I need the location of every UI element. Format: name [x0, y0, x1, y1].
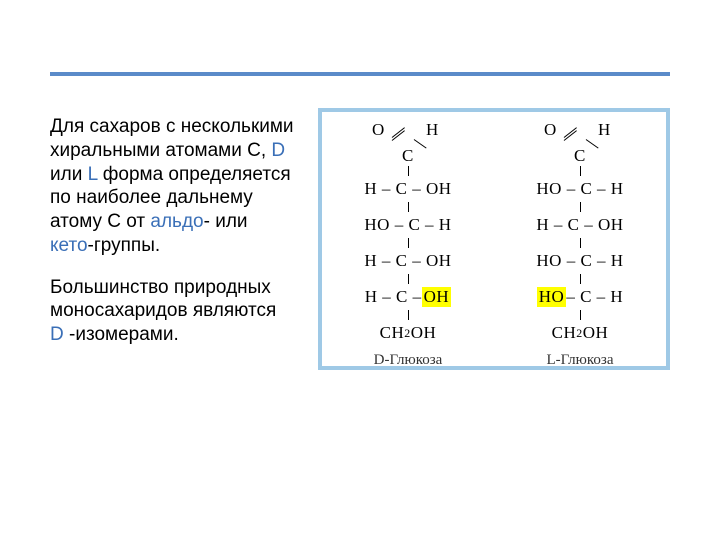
terminal-group: CH2OH [500, 320, 660, 346]
molecule-caption: L-Глюкоза [500, 352, 660, 369]
single-bond [414, 139, 427, 148]
highlight-oh: OH [422, 287, 452, 307]
vertical-bond [328, 202, 488, 212]
highlight-ho: HO [537, 287, 567, 307]
paragraph-1: Для сахаров с несколькими хиральными ато… [50, 115, 295, 258]
vertical-bond [500, 310, 660, 320]
molecule: O HC HO – C – H H – C – OH HO – C – H HO – C … [500, 120, 660, 369]
carbon-row: H – C – OH [328, 176, 488, 202]
carbon-row: HO – C – H [500, 248, 660, 274]
molecule: OHCH – C – OHHO – C – HH – C – OHH – C –… [328, 120, 488, 369]
molecule-pair: OHCH – C – OHHO – C – HH – C – OHH – C –… [322, 112, 666, 369]
vertical-bond [500, 166, 660, 176]
vertical-bond [500, 202, 660, 212]
carbon-row: HO – C – H [500, 176, 660, 202]
single-bond [586, 139, 599, 148]
vertical-bond [328, 166, 488, 176]
aldehyde-c: C [574, 146, 585, 166]
header-divider [50, 72, 670, 76]
structure-figure: OHCH – C – OHHO – C – HH – C – OHH – C –… [318, 108, 670, 370]
aldo-label: альдо [150, 211, 203, 232]
aldehyde-group: O HC [328, 120, 488, 166]
aldehyde-h: H [426, 120, 438, 140]
carbon-row: HO – C – H [328, 212, 488, 238]
vertical-bond [500, 274, 660, 284]
carbon-row: HO – C – H [500, 284, 660, 310]
vertical-bond [328, 238, 488, 248]
p1-dash-or: - или [204, 211, 248, 232]
d-label-2: D [50, 324, 64, 345]
vertical-bond [328, 310, 488, 320]
double-bond [556, 137, 572, 145]
vertical-bond [328, 274, 488, 284]
p2-seg-a: Большинство природных моносахаридов явля… [50, 277, 276, 322]
aldehyde-o: O [544, 120, 556, 140]
body-text: Для сахаров с несколькими хиральными ато… [50, 115, 295, 365]
slide: Для сахаров с несколькими хиральными ато… [0, 0, 720, 540]
keto-label: кето [50, 235, 88, 256]
terminal-group: CH2OH [328, 320, 488, 346]
l-label: L [88, 164, 98, 185]
d-label: D [271, 140, 285, 161]
p1-seg-a: Для сахаров с несколькими хиральными ато… [50, 116, 294, 161]
molecule-caption: D-Глюкоза [328, 352, 488, 369]
p1-or: или [50, 164, 88, 185]
aldehyde-h: H [598, 120, 610, 140]
double-bond [384, 137, 400, 145]
paragraph-2: Большинство природных моносахаридов явля… [50, 276, 295, 347]
carbon-row: H – C – OH [328, 248, 488, 274]
aldehyde-group: O HC [500, 120, 660, 166]
carbon-row: H – C – OH [500, 212, 660, 238]
vertical-bond [500, 238, 660, 248]
p2-seg-b: -изомерами. [64, 324, 179, 345]
carbon-row: H – C – OH [328, 284, 488, 310]
p1-seg-c: -группы. [88, 235, 161, 256]
aldehyde-c: C [402, 146, 413, 166]
aldehyde-o: O [372, 120, 384, 140]
